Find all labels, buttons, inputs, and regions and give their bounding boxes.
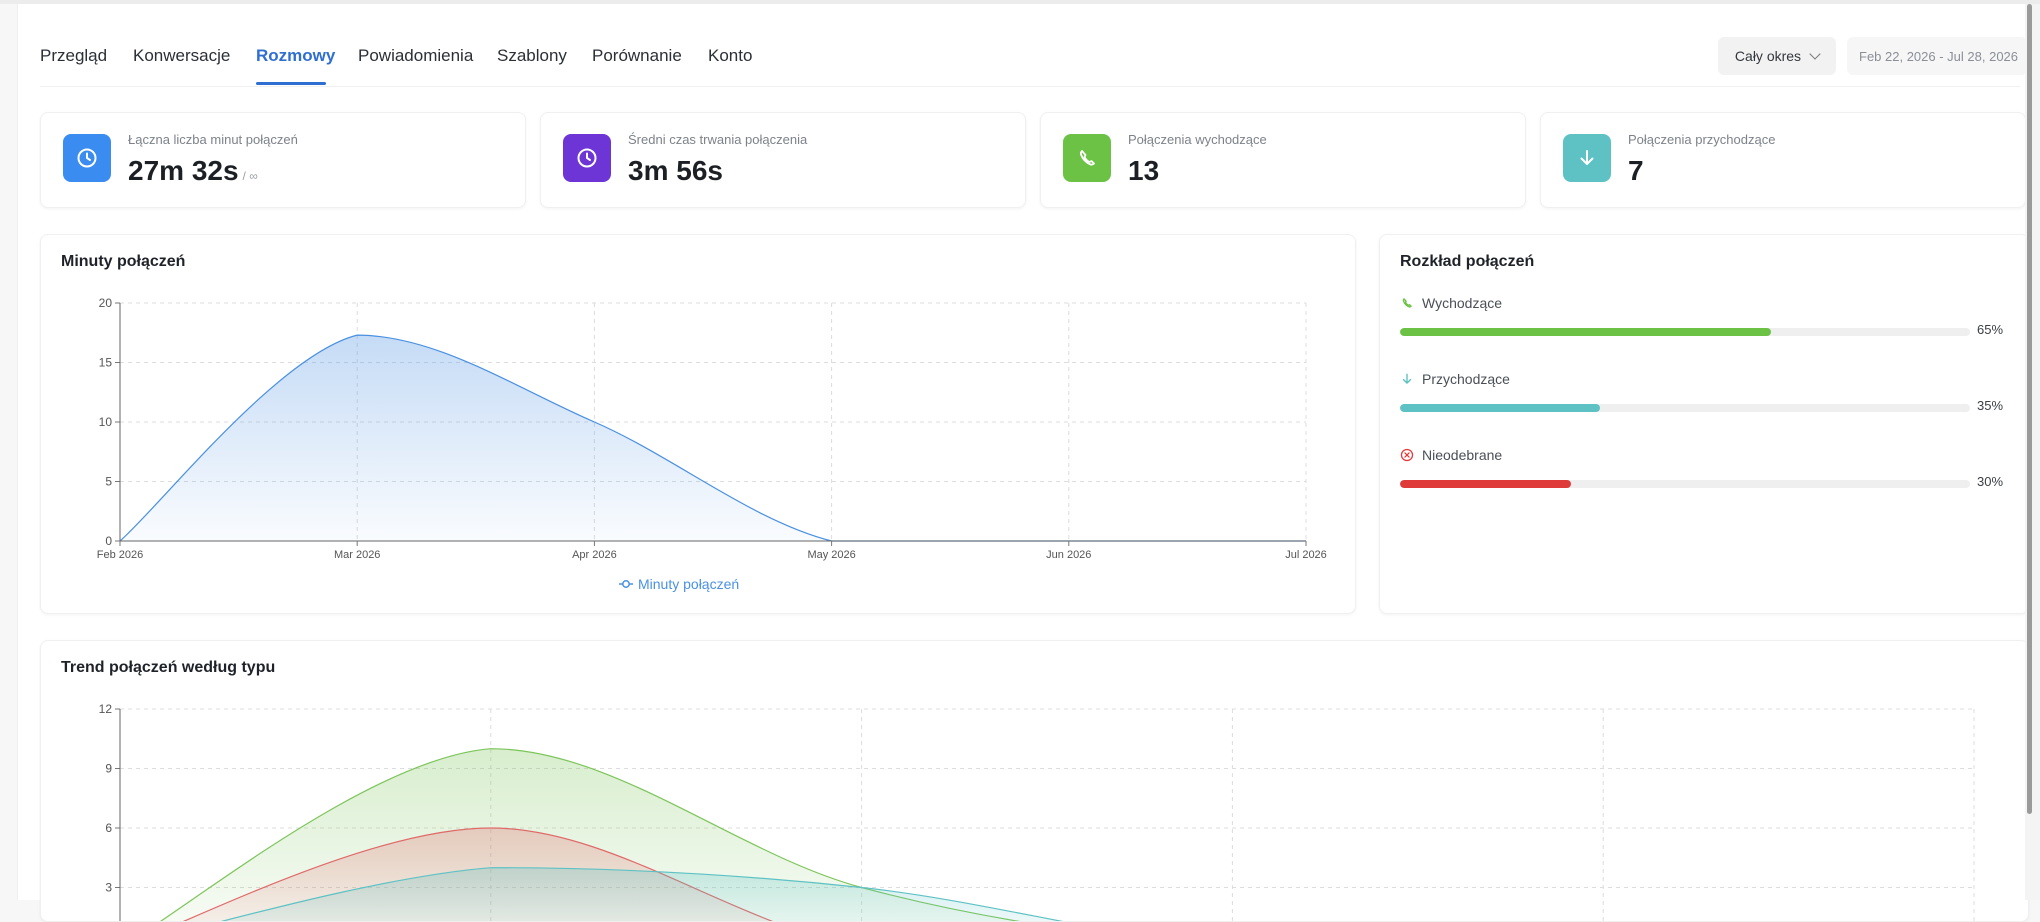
minutes-chart-card: Minuty połączeń 0 5 10 15 20 Feb 2026 Mar 2026… (40, 234, 1356, 614)
tab-konto[interactable]: Konto (708, 46, 753, 65)
trend-chart-title: Trend połączeń według typu (61, 659, 276, 676)
stat-value: 3m 56s (628, 155, 723, 186)
distribution-percent: 65% (1977, 322, 2004, 337)
distribution-bar-fill (1400, 328, 1771, 336)
y-tick-label: 9 (105, 762, 112, 776)
y-tick-label: 15 (99, 356, 113, 370)
series-line (182, 827, 774, 921)
clock-icon (63, 134, 111, 182)
date-range-picker[interactable]: Feb 22, 2026 - Jul 28, 2026 (1847, 37, 2027, 75)
distribution-bar-fill (1400, 480, 1571, 488)
y-tick-label: 10 (99, 415, 113, 429)
trend-chart-card: Trend połączeń według typu 3 6 9 12 (40, 640, 2029, 922)
x-tick-label: Feb 2026 (97, 549, 143, 561)
distribution-label-text: Nieodebrane (1422, 447, 1503, 463)
y-tick-label: 0 (105, 534, 112, 548)
phone-outgoing-icon (1402, 298, 1412, 308)
stat-limit-suffix: / ∞ (242, 169, 258, 183)
tab-rozmowy[interactable]: Rozmowy (256, 46, 336, 65)
missed-call-icon (1400, 448, 1414, 462)
stat-label: Połączenia wychodzące (1128, 132, 1267, 147)
distribution-label: Przychodzące (1400, 371, 1510, 387)
distribution-track (1400, 404, 1970, 412)
y-tick-label: 3 (105, 881, 112, 895)
legend-label: Minuty połączeń (638, 576, 739, 592)
tab-szablony[interactable]: Szablony (497, 46, 567, 65)
stat-label: Łączna liczba minut połączeń (128, 132, 298, 147)
tab-konwersacje[interactable]: Konwersacje (133, 46, 231, 65)
distribution-label: Wychodzące (1400, 295, 1502, 311)
chevron-down-icon (1809, 48, 1821, 60)
series-line (160, 748, 1021, 921)
y-tick-label: 20 (99, 296, 113, 310)
clock-icon (563, 134, 611, 182)
distribution-card: Rozkład połączeń Wychodzące 65% Przychod… (1379, 234, 2029, 614)
minutes-chart: 0 5 10 15 20 Feb 2026 Mar 2026 Apr 2026 May 2026… (97, 296, 1327, 592)
chart-legend: Minuty połączeń (619, 576, 739, 592)
minutes-chart-title: Minuty połączeń (61, 253, 186, 270)
period-select-label: Cały okres (1734, 48, 1802, 64)
window-top-border (0, 0, 2040, 4)
series-area-fill (120, 335, 1306, 541)
phone-outgoing-icon (1063, 134, 1111, 182)
stat-label: Połączenia przychodzące (1628, 132, 1776, 147)
stat-card-average-duration: Średni czas trwania połączenia 3m 56s (540, 112, 1026, 208)
distribution-label: Nieodebrane (1400, 447, 1502, 463)
distribution-bar-fill (1400, 404, 1600, 412)
x-tick-label: Jun 2026 (1046, 549, 1091, 561)
x-tick-label: May 2026 (807, 549, 855, 561)
tab-bar: Przegląd Konwersacje Rozmowy Powiadomien… (40, 36, 2020, 87)
tab-przeglad[interactable]: Przegląd (40, 46, 108, 65)
distribution-track (1400, 480, 1970, 488)
x-tick-label: Mar 2026 (334, 549, 380, 561)
active-tab-indicator (256, 82, 326, 85)
tab-porownanie[interactable]: Porównanie (592, 46, 682, 65)
arrow-down-icon (1402, 373, 1412, 384)
stat-value-text: 27m 32s (128, 155, 239, 186)
legend-marker-icon (622, 580, 630, 588)
stat-label: Średni czas trwania połączenia (628, 132, 808, 147)
stat-card-outgoing: Połączenia wychodzące 13 (1040, 112, 1526, 208)
stat-card-incoming: Połączenia przychodzące 7 (1540, 112, 2026, 208)
distribution-label-text: Wychodzące (1422, 295, 1503, 311)
distribution-percent: 30% (1977, 474, 2004, 489)
trend-chart: 3 6 9 12 (99, 702, 1975, 921)
distribution-track (1400, 328, 1970, 336)
distribution-title: Rozkład połączeń (1400, 253, 1535, 270)
arrow-down-icon (1563, 134, 1611, 182)
stat-card-total-minutes: Łączna liczba minut połączeń 27m 32s / ∞ (40, 112, 526, 208)
y-tick-label: 12 (99, 702, 113, 716)
distribution-label-text: Przychodzące (1422, 371, 1510, 387)
y-tick-label: 6 (105, 821, 112, 835)
x-tick-label: Jul 2026 (1285, 549, 1327, 561)
period-select[interactable]: Cały okres (1718, 37, 1836, 75)
stat-value: 27m 32s / ∞ (128, 155, 258, 187)
scrollbar-thumb[interactable] (2027, 4, 2032, 814)
y-tick-label: 5 (105, 475, 112, 489)
distribution-percent: 35% (1977, 398, 2004, 413)
stat-value: 7 (1628, 155, 1644, 186)
tab-powiadomienia[interactable]: Powiadomienia (358, 46, 474, 65)
x-tick-label: Apr 2026 (572, 549, 617, 561)
stat-value: 13 (1128, 155, 1160, 186)
